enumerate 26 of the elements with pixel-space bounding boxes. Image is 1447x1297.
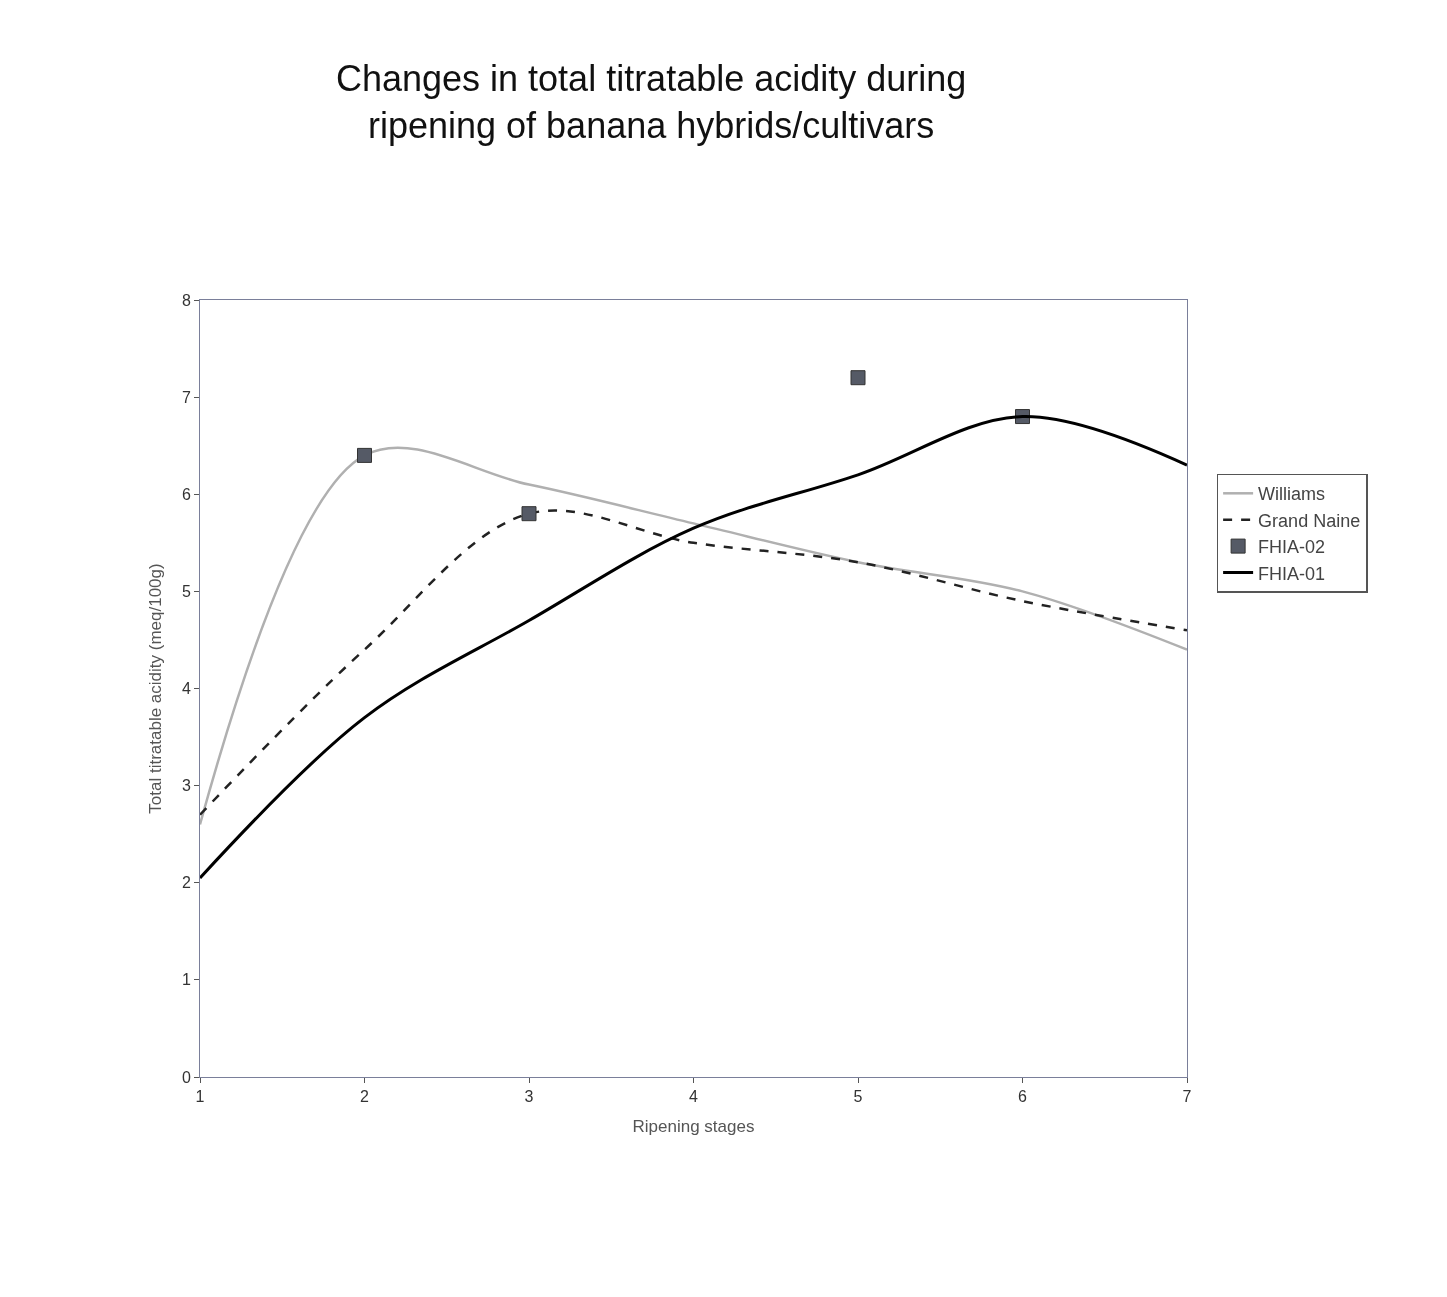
y-axis-title: Total titratable acidity (meq/100g) bbox=[146, 563, 166, 814]
x-tick-label: 3 bbox=[524, 1088, 534, 1106]
x-tick-label: 5 bbox=[853, 1088, 863, 1106]
legend-label: Williams bbox=[1258, 484, 1326, 505]
point bbox=[521, 506, 537, 522]
y-tick-label: 0 bbox=[181, 1068, 191, 1086]
y-tick-label: 4 bbox=[181, 680, 191, 698]
y-tick-label: 1 bbox=[181, 971, 191, 989]
point bbox=[357, 447, 372, 463]
chart-title: Changes in total titratable acidity during ripening of banana hybrids/cultivars bbox=[335, 57, 967, 146]
x-tick-label: 1 bbox=[195, 1088, 205, 1106]
y-tick-label: 5 bbox=[181, 582, 191, 600]
y-tick-label: 2 bbox=[181, 874, 191, 892]
legend-label: FHIA-02 bbox=[1258, 537, 1326, 558]
x-tick-label: 7 bbox=[1182, 1088, 1192, 1106]
x-tick-label: 6 bbox=[1018, 1088, 1028, 1106]
legend-label: Grand Naine bbox=[1258, 510, 1361, 531]
x-tick-label: 4 bbox=[689, 1088, 699, 1106]
x-tick-label: 2 bbox=[360, 1088, 370, 1106]
point bbox=[850, 370, 866, 386]
y-tick-label: 3 bbox=[181, 777, 191, 795]
y-tick-label: 8 bbox=[181, 291, 191, 309]
y-tick-label: 7 bbox=[181, 388, 191, 406]
y-tick-label: 6 bbox=[181, 485, 191, 503]
x-axis-title: Ripening stages bbox=[632, 1116, 755, 1136]
legend-label: FHIA-01 bbox=[1258, 563, 1326, 584]
